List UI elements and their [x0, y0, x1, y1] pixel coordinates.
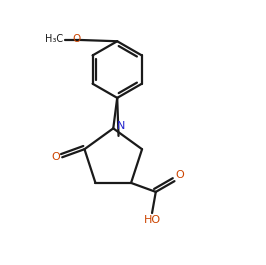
Text: HO: HO [144, 215, 161, 225]
Text: O: O [51, 152, 60, 162]
Text: H₃C: H₃C [45, 34, 64, 44]
Text: N: N [117, 121, 125, 131]
Text: O: O [176, 170, 185, 180]
Text: O: O [72, 34, 80, 44]
